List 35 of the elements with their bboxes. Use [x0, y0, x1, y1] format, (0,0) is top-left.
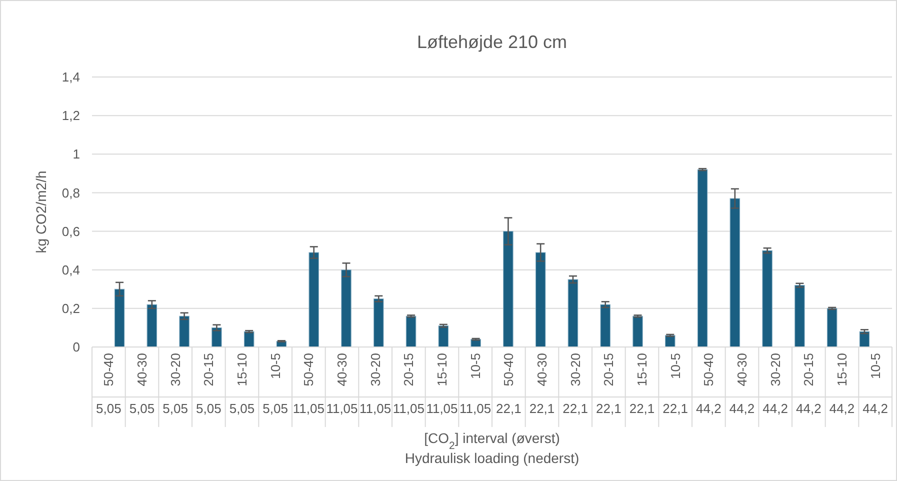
x-tick-label: 30-20 5,05 [162, 353, 188, 416]
x-tick-label: 15-10 5,05 [229, 353, 255, 416]
y-tick-label: 0 [72, 340, 80, 355]
category-label: 10-5 22,1 [662, 353, 688, 416]
y-tick-label: 0,2 [62, 300, 80, 316]
category-label: 10-5 44,2 [862, 353, 888, 416]
x-tick-label: 40-30 5,05 [129, 353, 155, 416]
x-tick-label: 30-20 22,1 [562, 353, 588, 416]
x-tick-label: 50-40 44,2 [696, 353, 722, 416]
y-tick-label: 0,8 [62, 185, 80, 200]
x-tick-label: 20-15 5,05 [196, 353, 222, 416]
y-tick-label: 0,6 [62, 224, 80, 239]
chart-title: Løftehøjde 210 cm [416, 32, 568, 52]
x-tick-label: 20-15 11,05 [392, 353, 424, 416]
x-tick-label: 50-40 5,05 [96, 353, 122, 416]
y-tick-label: 1,4 [62, 70, 80, 85]
x-tick-label: 40-30 22,1 [529, 353, 555, 416]
x-tick-label: 50-40 11,05 [292, 353, 324, 416]
x-tick-label: 30-20 44,2 [762, 353, 788, 416]
x-tick-label: 15-10 11,05 [426, 353, 458, 416]
category-label: 10-5 5,05 [262, 353, 288, 416]
x-axis-title: [CO$_{2}$] interval (øverst) Hydraulisk loading (nederst) [404, 430, 580, 466]
x-tick-label: 50-40 22,1 [496, 353, 522, 416]
x-tick-label: 40-30 11,05 [326, 353, 358, 416]
y-axis-title: kg CO2/m2/h [33, 170, 49, 254]
x-tick-label: 40-30 44,2 [729, 353, 755, 416]
x-tick-label: 20-15 44,2 [796, 353, 822, 416]
x-tick-label: 15-10 22,1 [629, 353, 655, 416]
y-tick-label: 1 [72, 146, 80, 162]
y-tick-label: 1,2 [62, 108, 80, 124]
category-label: 10-5 11,05 [460, 353, 492, 416]
x-tick-label: 15-10 44,2 [829, 353, 855, 416]
y-tick-label: 0,4 [62, 262, 80, 278]
x-tick-label: 30-20 11,05 [360, 353, 392, 416]
x-tick-label: 20-15 22,1 [596, 353, 622, 416]
